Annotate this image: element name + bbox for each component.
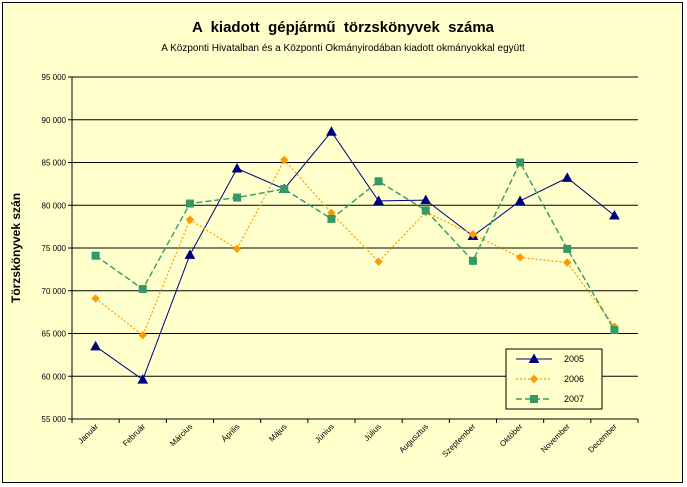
data-point-2005 <box>137 374 149 384</box>
chart-title: A kiadott gépjármű törzskönyvek száma <box>192 19 495 36</box>
data-point-2005 <box>609 209 620 220</box>
data-point-2005 <box>90 340 101 351</box>
data-point-2005 <box>561 172 573 182</box>
data-point-2005 <box>514 195 526 205</box>
data-point-2007 <box>421 206 430 215</box>
data-point-2007 <box>563 244 572 253</box>
x-tick-label: Február <box>121 422 147 448</box>
data-point-2005 <box>231 162 243 173</box>
data-point-2006 <box>185 215 195 224</box>
x-tick-label: Augusztus <box>397 422 430 455</box>
data-point-2007 <box>280 185 289 194</box>
y-tick-label: 85 000 <box>42 159 67 168</box>
x-tick-label: Január <box>76 422 100 446</box>
series-line-2005 <box>95 130 615 381</box>
data-point-2005 <box>184 249 196 259</box>
y-tick-label: 70 000 <box>42 287 67 296</box>
series-line-2006 <box>95 158 615 337</box>
y-tick-label: 95 000 <box>42 73 67 82</box>
data-point-2007 <box>138 285 147 294</box>
data-point-2006 <box>515 253 525 262</box>
data-point-2005 <box>420 194 432 205</box>
series-2006 <box>91 155 619 340</box>
x-tick-label: Október <box>498 422 525 449</box>
data-point-2006 <box>468 230 478 239</box>
data-point-2007 <box>516 158 525 167</box>
legend-marker-2006 <box>529 374 539 384</box>
x-tick-label: December <box>586 422 619 455</box>
legend-label-2005: 2005 <box>564 354 584 364</box>
data-point-2007 <box>468 256 477 265</box>
data-point-2007 <box>233 193 242 202</box>
x-tick-label: Március <box>168 422 194 448</box>
x-tick-label: Július <box>362 422 383 443</box>
chart-subtitle: A Központi Hivatalban és a Központi Okmá… <box>161 43 525 54</box>
data-point-2007 <box>374 177 383 186</box>
y-tick-label: 55 000 <box>42 415 67 424</box>
legend-marker-2007 <box>530 395 538 403</box>
y-tick-label: 90 000 <box>42 116 67 125</box>
x-tick-label: Április <box>220 422 242 444</box>
x-tick-label: November <box>539 422 572 455</box>
data-point-2007 <box>327 214 336 223</box>
legend-label-2006: 2006 <box>564 374 584 384</box>
data-point-2006 <box>374 257 383 266</box>
data-point-2005 <box>373 195 384 205</box>
data-point-2006 <box>232 244 242 254</box>
series-line-2007 <box>95 160 616 331</box>
data-point-2007 <box>91 251 100 260</box>
x-tick-label: Június <box>313 422 336 445</box>
y-tick-label: 75 000 <box>42 244 67 253</box>
legend: 2005 2006 2007 <box>505 348 603 410</box>
data-point-2005 <box>326 126 337 136</box>
data-point-2006 <box>280 155 289 165</box>
y-axis-label: Törzskönyvek szán <box>9 193 23 303</box>
x-tick-label: Május <box>267 422 288 443</box>
series-2007 <box>91 158 619 335</box>
data-point-2006 <box>138 331 147 340</box>
data-point-2006 <box>563 258 572 267</box>
data-point-2007 <box>185 199 194 208</box>
legend-marker-2005 <box>528 353 540 363</box>
y-tick-label: 60 000 <box>42 372 67 381</box>
y-tick-label: 65 000 <box>42 330 67 339</box>
x-tick-label: Szeptember <box>440 422 477 459</box>
data-point-2007 <box>610 326 619 335</box>
y-tick-label: 80 000 <box>42 201 67 210</box>
legend-label-2007: 2007 <box>564 394 584 404</box>
data-point-2006 <box>91 294 100 303</box>
